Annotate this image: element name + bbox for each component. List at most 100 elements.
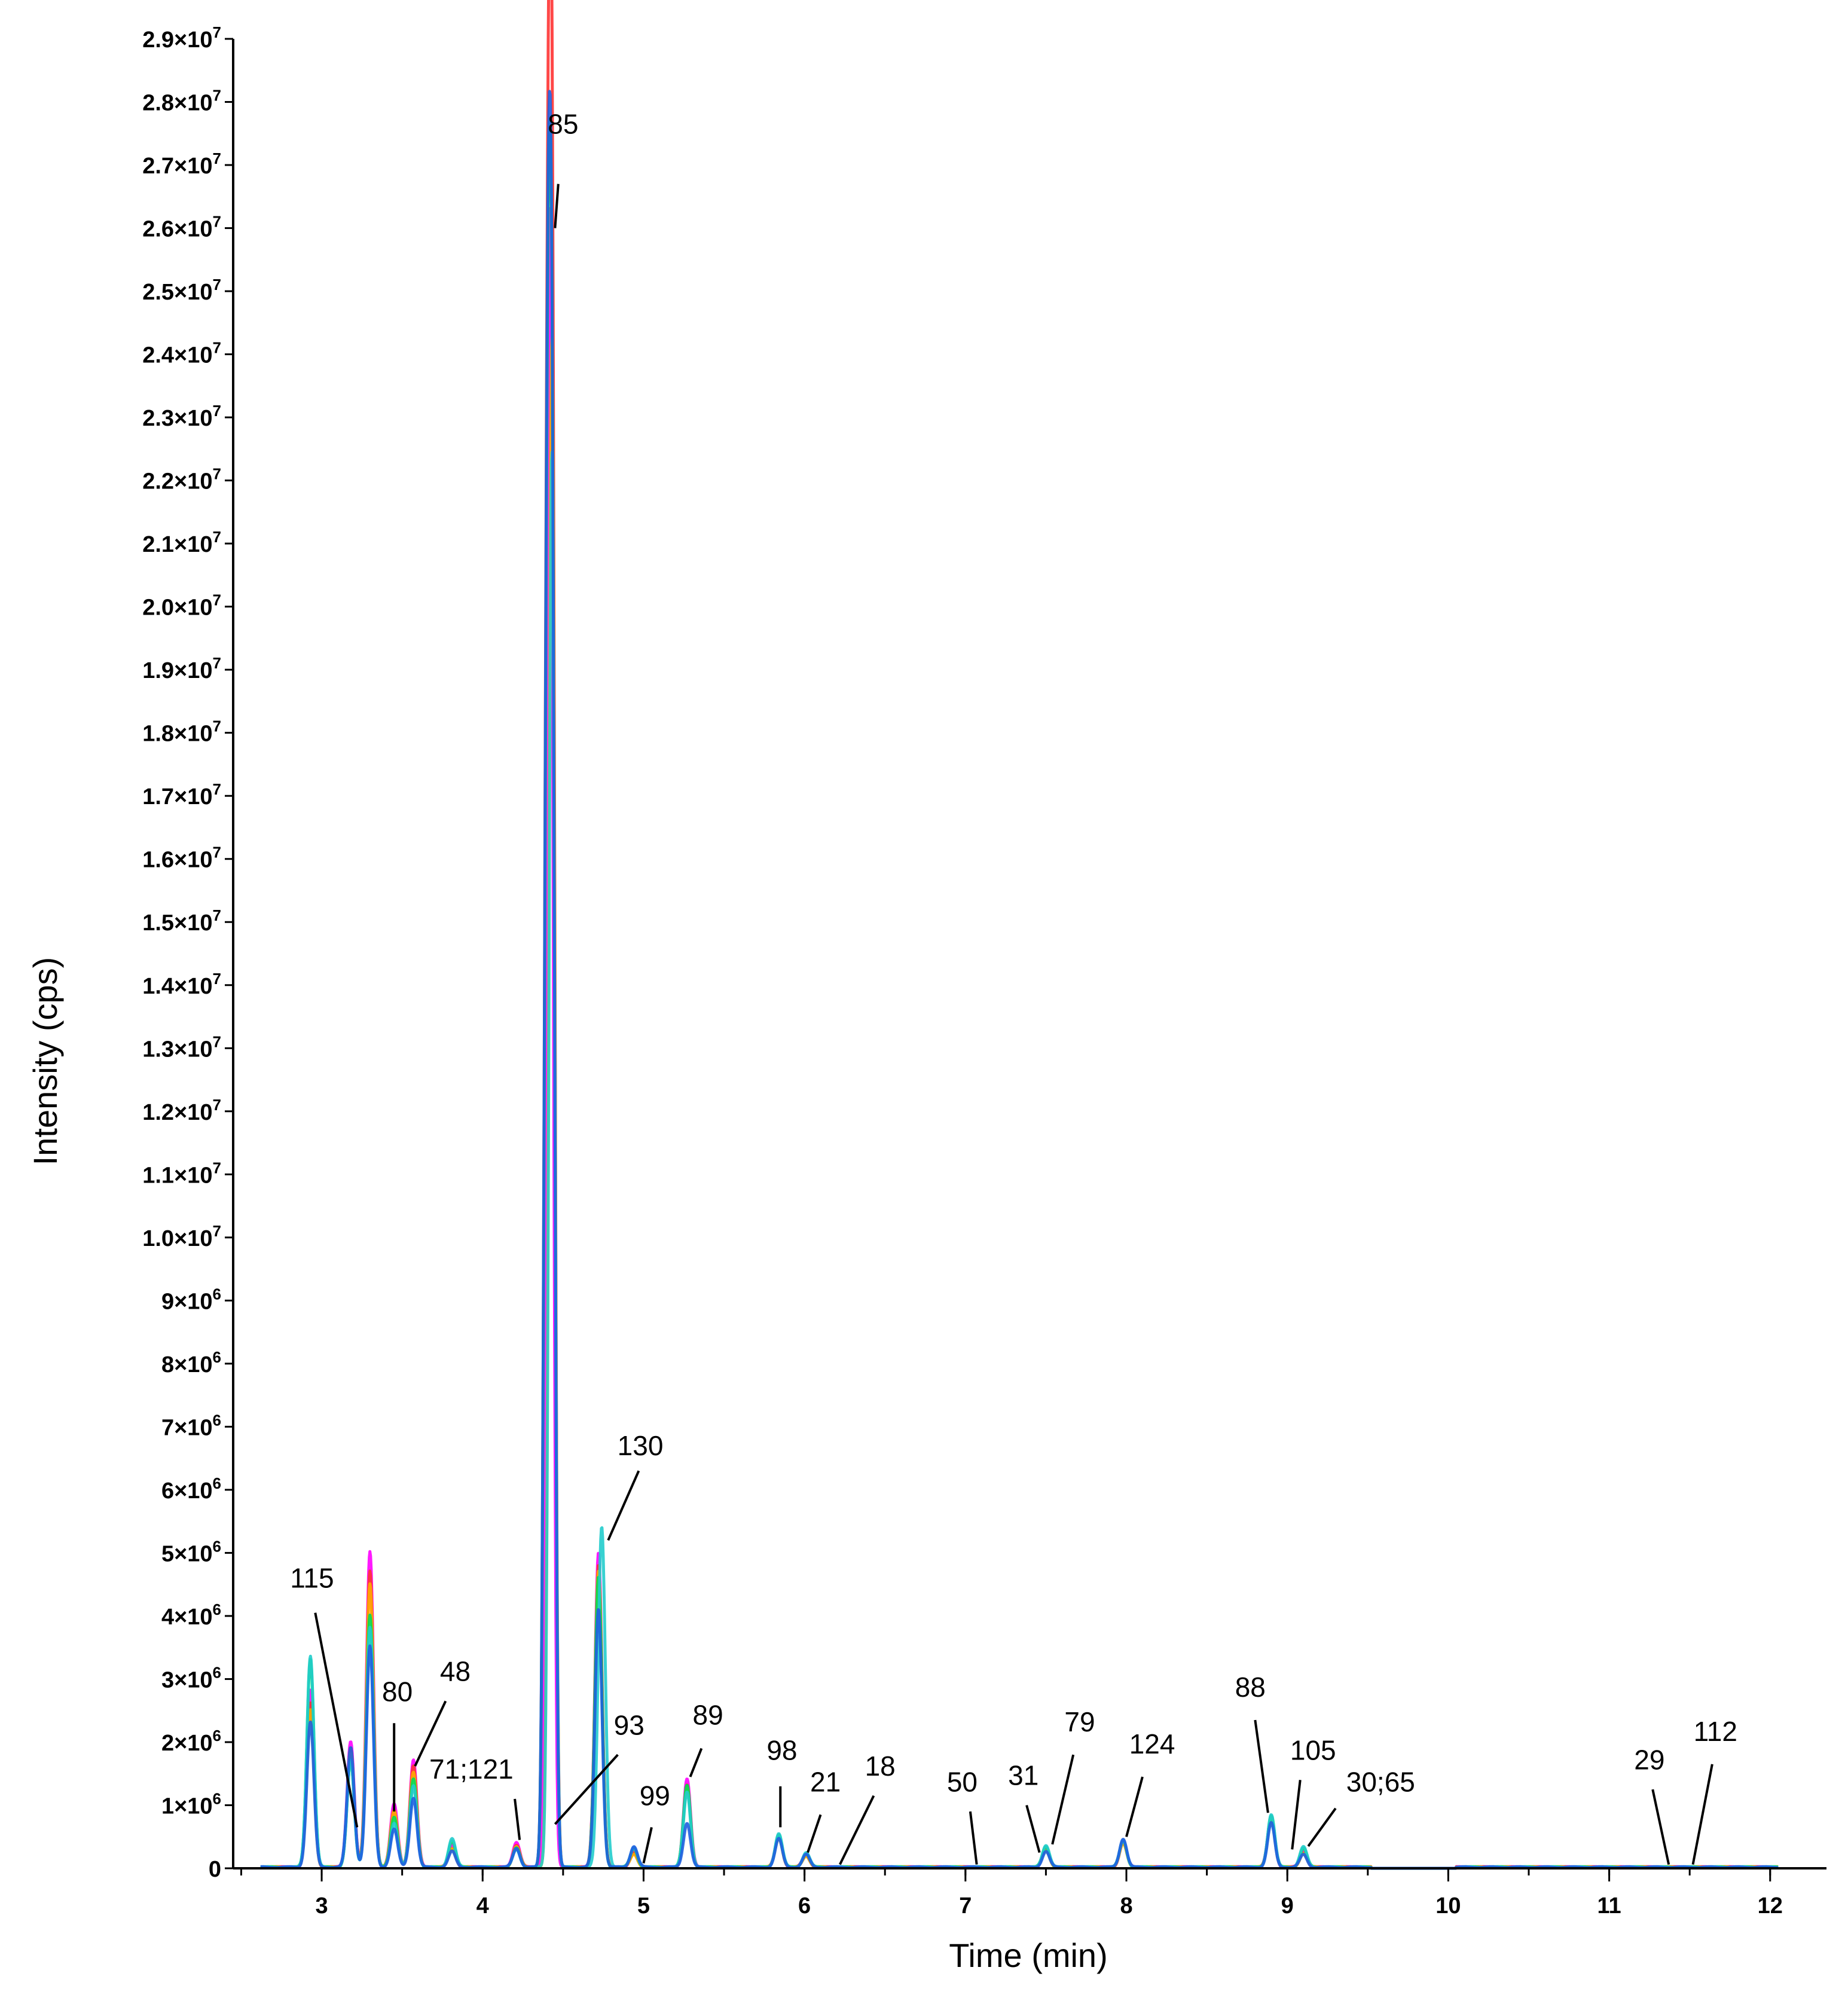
peak-annotation-label: 21 [810, 1766, 841, 1797]
y-tick-exponent: 7 [213, 780, 221, 798]
y-tick-mantissa: 1×10 [161, 1794, 213, 1819]
x-tick-label: 11 [1597, 1893, 1621, 1919]
x-tick-label: 10 [1435, 1893, 1461, 1919]
y-tick-label: 8×106 [161, 1348, 221, 1377]
y-tick-mantissa: 2.1×10 [142, 532, 212, 557]
y-tick-label: 4×106 [161, 1600, 221, 1630]
y-tick-label: 0 [209, 1857, 221, 1882]
y-tick-label: 2.2×107 [142, 465, 221, 494]
x-tick-label: 7 [959, 1893, 972, 1919]
y-tick-label: 2.4×107 [142, 339, 221, 368]
annotation-leader-line [1307, 1807, 1337, 1847]
y-tick-exponent: 6 [213, 1727, 221, 1745]
y-tick-mantissa: 2.2×10 [142, 469, 212, 494]
y-tick-label: 9×106 [161, 1285, 221, 1314]
y-tick-label: 1×106 [161, 1789, 221, 1819]
peak-annotation-label: 79 [1064, 1706, 1095, 1737]
annotation-leader-line [689, 1748, 703, 1777]
y-tick-mantissa: 2.5×10 [142, 280, 212, 305]
peak-annotation-label: 71;121 [429, 1754, 514, 1785]
y-tick-exponent: 7 [213, 149, 221, 167]
x-tick-label: 5 [637, 1893, 650, 1919]
y-tick-mantissa: 2.4×10 [142, 343, 212, 368]
annotation-leader-line [554, 184, 560, 228]
y-tick-mantissa: 2×10 [161, 1731, 213, 1756]
y-tick-exponent: 6 [213, 1663, 221, 1681]
x-tick-label: 12 [1758, 1893, 1783, 1919]
y-axis-title: Intensity (cps) [26, 957, 64, 1166]
y-tick-exponent: 6 [213, 1348, 221, 1366]
peak-annotation-label: 31 [1008, 1760, 1038, 1791]
peak-annotation-label: 85 [548, 108, 578, 139]
annotation-leader-line [1254, 1719, 1269, 1813]
y-tick-mantissa: 1.6×10 [142, 848, 212, 873]
y-tick-label: 1.4×107 [142, 970, 221, 999]
y-tick-exponent: 7 [213, 1222, 221, 1240]
peak-annotation-label: 112 [1694, 1716, 1737, 1747]
y-tick-label: 6×106 [161, 1474, 221, 1504]
x-axis-title: Time (min) [949, 1936, 1107, 1974]
x-tick-label: 9 [1281, 1893, 1294, 1919]
y-tick-exponent: 7 [213, 970, 221, 988]
y-tick-mantissa: 2.0×10 [142, 595, 212, 621]
y-tick-exponent: 7 [213, 1096, 221, 1114]
y-tick-mantissa: 1.0×10 [142, 1226, 212, 1251]
y-tick-mantissa: 5×10 [161, 1541, 213, 1566]
peak-annotation-label: 105 [1290, 1735, 1336, 1766]
y-tick-label: 1.6×107 [142, 844, 221, 873]
y-tick-exponent: 6 [213, 1474, 221, 1492]
y-tick-mantissa: 2.3×10 [142, 406, 212, 431]
y-tick-exponent: 7 [213, 528, 221, 546]
y-tick-exponent: 6 [213, 1600, 221, 1618]
annotation-leader-line [554, 1754, 619, 1825]
y-tick-label: 2.0×107 [142, 591, 221, 621]
peak-annotation-label: 98 [766, 1735, 797, 1766]
y-tick-label: 2×106 [161, 1727, 221, 1756]
y-tick-exponent: 7 [213, 1032, 221, 1050]
y-tick-label: 3×106 [161, 1663, 221, 1693]
y-tick-exponent: 7 [213, 402, 221, 420]
y-tick-label: 1.5×107 [142, 906, 221, 936]
y-tick-mantissa: 1.3×10 [142, 1037, 212, 1062]
annotation-leader-line [642, 1826, 653, 1864]
y-tick-label: 2.8×107 [142, 87, 221, 116]
y-tick-mantissa: 1.7×10 [142, 784, 212, 809]
y-tick-label: 7×106 [161, 1411, 221, 1440]
y-tick-mantissa: 7×10 [161, 1415, 213, 1440]
peak-annotation-label: 124 [1129, 1728, 1175, 1759]
peak-annotation-label: 130 [618, 1430, 664, 1461]
y-tick-label: 2.3×107 [142, 402, 221, 431]
y-tick-exponent: 7 [213, 87, 221, 105]
x-tick-label: 3 [315, 1893, 328, 1919]
peak-annotation-label: 115 [290, 1562, 334, 1593]
axes-layer: 01×1062×1063×1064×1065×1066×1067×1068×10… [142, 23, 1826, 1919]
peak-annotation-label: 93 [614, 1709, 644, 1740]
x-tick-label: 8 [1120, 1893, 1132, 1919]
annotation-leader-line [1051, 1754, 1075, 1845]
y-tick-exponent: 7 [213, 654, 221, 672]
y-tick-exponent: 7 [213, 844, 221, 862]
y-tick-label: 1.2×107 [142, 1096, 221, 1125]
peak-annotation-label: 88 [1235, 1672, 1266, 1703]
peak-annotation-label: 48 [440, 1656, 471, 1687]
x-tick-label: 6 [798, 1893, 811, 1919]
y-tick-exponent: 7 [213, 213, 221, 231]
y-tick-exponent: 6 [213, 1789, 221, 1807]
peak-annotation-label: 50 [947, 1766, 978, 1797]
y-tick-exponent: 7 [213, 23, 221, 41]
y-tick-label: 2.5×107 [142, 276, 221, 305]
peak-annotation-label: 80 [382, 1676, 413, 1707]
y-tick-label: 1.8×107 [142, 717, 221, 747]
x-tick-label: 4 [476, 1893, 489, 1919]
y-tick-mantissa: 2.6×10 [142, 217, 212, 242]
y-tick-label: 1.7×107 [142, 780, 221, 809]
annotation-leader-line [414, 1700, 447, 1767]
y-tick-label: 2.1×107 [142, 528, 221, 557]
y-tick-mantissa: 1.8×10 [142, 722, 212, 747]
peak-annotation-label: 18 [865, 1751, 896, 1782]
annotation-leader-line [1291, 1780, 1302, 1850]
y-tick-mantissa: 9×10 [161, 1289, 213, 1314]
y-tick-mantissa: 1.4×10 [142, 974, 212, 999]
